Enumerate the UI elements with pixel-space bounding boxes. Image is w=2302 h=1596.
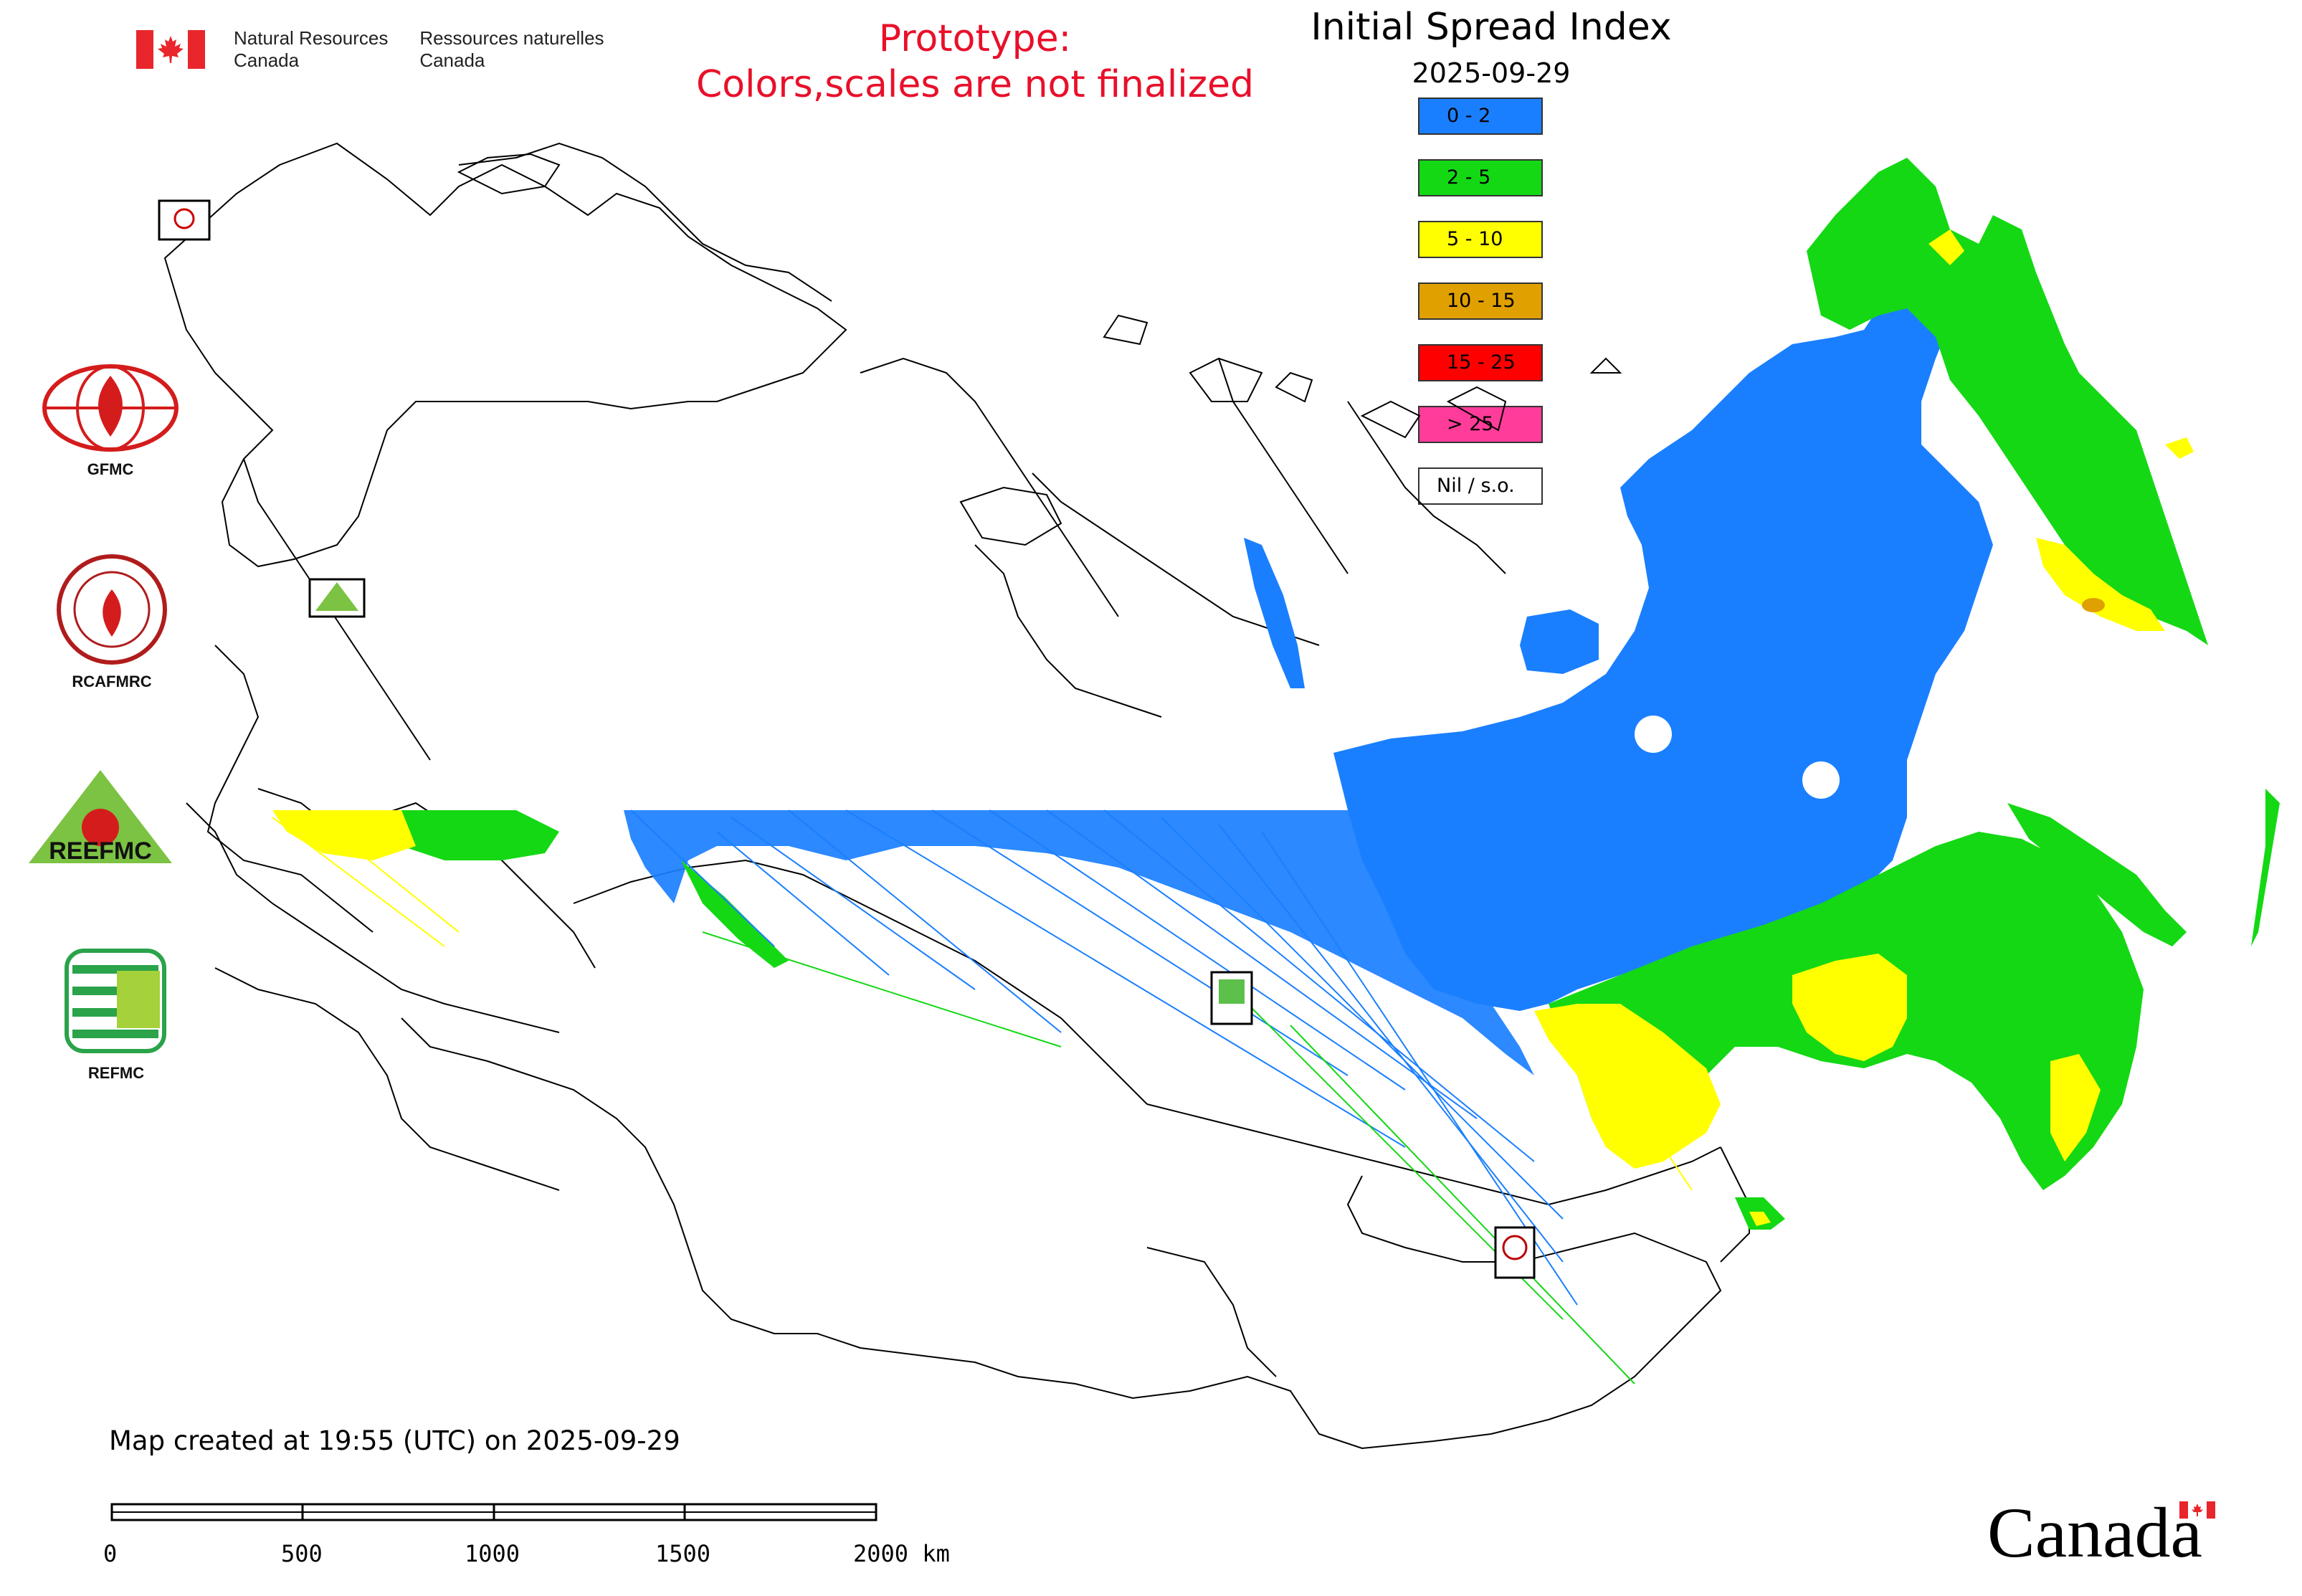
department-name-en: Natural Resources Canada <box>234 27 389 71</box>
scale-label: 2000 km <box>853 1540 950 1567</box>
legend-item: > 25 <box>1418 406 1543 443</box>
streak-artifacts <box>630 809 1578 1306</box>
scale-label: 1500 <box>655 1540 711 1567</box>
refmc-label: REFMC <box>87 1064 145 1082</box>
arctic-islands <box>457 153 1622 546</box>
scale-label: 1000 <box>465 1540 520 1567</box>
government-signature: Natural Resources Canada Ressources natur… <box>136 27 604 73</box>
logo-reefmc: REEFMC <box>22 766 179 876</box>
scale-bar <box>110 1503 877 1521</box>
canada-flag-icon <box>136 30 205 69</box>
rcafmrc-label: RCAFMRC <box>72 673 152 690</box>
isi-map <box>158 142 2280 1450</box>
logo-refmc: REFMC <box>37 944 195 1083</box>
refmc-emblem-icon <box>65 949 166 1053</box>
region-boundaries <box>163 142 1750 1450</box>
reefmc-emblem-icon: REEFMC <box>29 770 172 865</box>
legend-item: 5 - 10 <box>1418 221 1543 258</box>
streak-artifacts-yellow <box>272 817 1693 1191</box>
isi-zone-2-5 <box>287 158 2280 1230</box>
legend-item: 10 - 15 <box>1418 282 1543 320</box>
map-title: Initial Spread Index <box>1311 6 1672 49</box>
scale-label: 0 <box>103 1540 118 1567</box>
isi-zone-0-2 <box>624 287 1993 1075</box>
rcafmrc-emblem-icon <box>57 554 167 665</box>
legend-item: 2 - 5 <box>1418 159 1543 196</box>
logo-rcafmrc: RCAFMRC <box>33 552 191 691</box>
legend-item: 15 - 25 <box>1418 344 1543 381</box>
canada-wordmark: Canada <box>1987 1493 2202 1572</box>
gfmc-emblem-icon <box>42 364 179 452</box>
prototype-notice: Prototype: Colors,scales are not finaliz… <box>695 17 1255 106</box>
legend-item: Nil / s.o. <box>1418 467 1543 505</box>
map-date: 2025-09-29 <box>1412 57 1571 89</box>
reefmc-emblem-text: REEFMC <box>49 837 152 865</box>
map-created-timestamp: Map created at 19:55 (UTC) on 2025-09-29 <box>109 1425 680 1456</box>
isi-zone-5-10 <box>272 229 2194 1226</box>
scale-label: 500 <box>281 1540 323 1567</box>
canada-wordmark-flag-icon <box>2179 1501 2215 1519</box>
map-logo-markers <box>158 199 1536 1279</box>
legend: 0 - 2 2 - 5 5 - 10 10 - 15 15 - 25 > 25 … <box>1418 98 1546 529</box>
legend-item: 0 - 2 <box>1418 98 1543 135</box>
isi-zone-10-15 <box>2082 598 2105 612</box>
gfmc-label: GFMC <box>87 460 134 478</box>
logo-gfmc: GFMC <box>32 361 189 479</box>
department-name-fr: Ressources naturelles Canada <box>419 27 604 71</box>
